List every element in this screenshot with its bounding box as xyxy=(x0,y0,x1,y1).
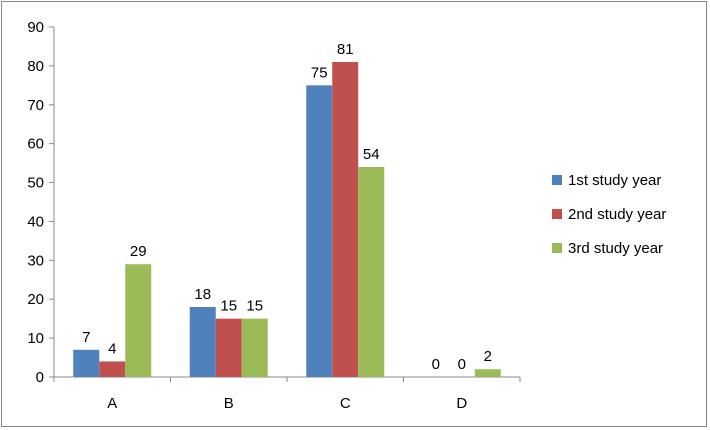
y-tick-label: 80 xyxy=(27,58,44,75)
bar xyxy=(215,318,242,377)
bar xyxy=(358,167,385,377)
y-tick-label: 90 xyxy=(27,19,44,36)
y-tick-label: 70 xyxy=(27,97,44,114)
legend-swatch xyxy=(552,175,562,185)
data-label: 54 xyxy=(363,146,380,163)
data-label: 81 xyxy=(337,41,354,58)
y-tick-label: 0 xyxy=(36,369,44,386)
x-tick-label: D xyxy=(456,395,467,412)
bar xyxy=(241,318,268,377)
y-tick-label: 10 xyxy=(27,330,44,347)
y-tick-label: 30 xyxy=(27,252,44,269)
y-tick-label: 20 xyxy=(27,291,44,308)
y-tick-label: 40 xyxy=(27,213,44,230)
legend-label: 2nd study year xyxy=(568,206,666,223)
data-label: 15 xyxy=(246,298,263,315)
bar xyxy=(189,307,216,377)
bar xyxy=(474,369,501,377)
bar xyxy=(125,264,152,377)
legend-label: 1st study year xyxy=(568,172,661,189)
y-tick-label: 60 xyxy=(27,136,44,153)
data-label: 7 xyxy=(82,329,90,346)
x-tick-label: A xyxy=(107,395,117,412)
data-label: 0 xyxy=(458,356,466,373)
data-label: 0 xyxy=(432,356,440,373)
data-label: 15 xyxy=(220,298,237,315)
bar xyxy=(332,62,359,377)
x-tick-label: B xyxy=(224,395,234,412)
legend-swatch xyxy=(552,243,562,253)
x-tick-label: C xyxy=(340,395,351,412)
data-label: 29 xyxy=(130,243,147,260)
bar xyxy=(73,349,100,377)
y-tick-label: 50 xyxy=(27,175,44,192)
legend-label: 3rd study year xyxy=(568,240,663,257)
data-label: 75 xyxy=(311,64,328,81)
legend-swatch xyxy=(552,209,562,219)
bar xyxy=(306,85,333,377)
bar xyxy=(99,361,126,377)
data-label: 4 xyxy=(108,340,116,357)
data-label: 18 xyxy=(194,286,211,303)
data-label: 2 xyxy=(484,348,492,365)
